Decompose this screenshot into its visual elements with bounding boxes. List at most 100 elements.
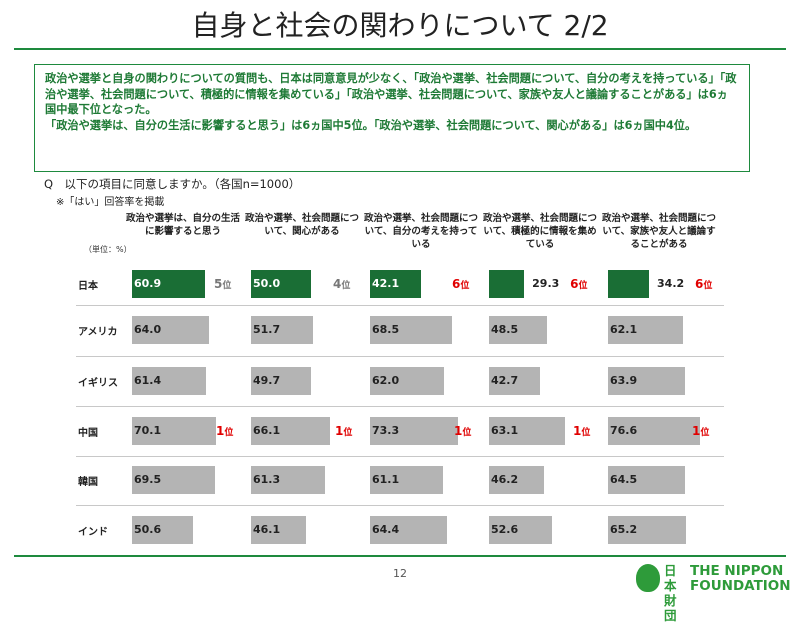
data-label: 42.1	[372, 277, 400, 290]
data-label: 50.6	[134, 523, 162, 536]
rank-label: 1位	[454, 424, 472, 438]
data-label: 66.1	[253, 424, 281, 437]
rank-label: 6位	[570, 277, 588, 291]
data-label: 65.2	[610, 523, 638, 536]
bar	[608, 417, 700, 445]
rank-label: 1位	[216, 424, 234, 438]
row-separator	[76, 505, 724, 506]
data-label: 69.5	[134, 473, 162, 486]
bar	[251, 516, 307, 544]
foundation-logo-icon	[636, 564, 660, 592]
data-label: 63.9	[610, 374, 638, 387]
bar	[251, 316, 314, 344]
bar	[370, 367, 445, 395]
rank-label: 4位	[333, 277, 351, 291]
bar	[370, 516, 448, 544]
rank-label: 6位	[452, 277, 470, 291]
country-label: インド	[78, 527, 108, 538]
bar	[489, 516, 553, 544]
rank-label: 1位	[573, 424, 591, 438]
country-label: イギリス	[78, 378, 118, 389]
data-label: 61.1	[372, 473, 400, 486]
bar	[370, 466, 444, 494]
data-label: 68.5	[372, 323, 400, 336]
title-underline	[14, 48, 786, 50]
data-label: 61.3	[253, 473, 281, 486]
rank-label: 5位	[214, 277, 232, 291]
data-label: 70.1	[134, 424, 162, 437]
country-label: 日本	[78, 281, 98, 292]
data-label: 48.5	[491, 323, 519, 336]
rank-label: 6位	[695, 277, 713, 291]
country-label: アメリカ	[78, 327, 118, 338]
data-label: 42.7	[491, 374, 519, 387]
data-label: 73.3	[372, 424, 400, 437]
country-label: 韓国	[78, 477, 98, 488]
summary-box: 政治や選挙と自身の関わりについての質問も、日本は同意意見が少なく、「政治や選挙、…	[34, 64, 750, 172]
data-label: 62.0	[372, 374, 400, 387]
column-header-3: 政治や選挙、社会問題について、自分の考えを持っている	[363, 213, 478, 250]
data-label: 62.1	[610, 323, 638, 336]
data-label: 29.3	[532, 277, 560, 290]
data-label: 61.4	[134, 374, 162, 387]
data-label: 51.7	[253, 323, 281, 336]
logo-jp-line-1: 日本	[664, 563, 677, 593]
data-label: 52.6	[491, 523, 519, 536]
bar	[608, 516, 687, 544]
column-header-2: 政治や選挙、社会問題について、関心がある	[244, 213, 359, 237]
bar	[251, 466, 325, 494]
page-number: 12	[393, 567, 407, 580]
question-text: Q 以下の項目に同意しますか。（各国n=1000）	[44, 177, 301, 191]
nippon-foundation-logo: 日本 財団 THE NIPPON FOUNDATION	[636, 562, 796, 623]
summary-line-2: 「政治や選挙は、自分の生活に影響すると思う」は6ヵ国中5位。「政治や選挙、社会問…	[45, 118, 697, 132]
row-separator	[76, 356, 724, 357]
row-separator	[76, 456, 724, 457]
bar	[132, 516, 193, 544]
bar	[132, 270, 206, 298]
data-label: 64.4	[372, 523, 400, 536]
bar	[132, 367, 206, 395]
bar	[489, 417, 565, 445]
bar	[132, 466, 216, 494]
bar	[251, 270, 311, 298]
column-header-1: 政治や選挙は、自分の生活に影響すると思う	[125, 213, 240, 237]
column-header-5: 政治や選挙、社会問題について、家族や友人と議論することがある	[601, 213, 716, 250]
bar	[251, 367, 311, 395]
bar	[370, 316, 453, 344]
logo-en-line-2: FOUNDATION	[690, 578, 791, 594]
data-label: 64.0	[134, 323, 162, 336]
bar	[608, 270, 650, 298]
data-label: 46.1	[253, 523, 281, 536]
data-label: 50.0	[253, 277, 281, 290]
country-label: 中国	[78, 428, 98, 439]
bar	[489, 316, 548, 344]
logo-jp-text: 日本 財団	[664, 563, 686, 623]
bar	[132, 316, 209, 344]
data-label: 46.2	[491, 473, 519, 486]
logo-en-line-1: THE NIPPON	[690, 563, 784, 579]
data-label: 49.7	[253, 374, 281, 387]
rank-label: 1位	[692, 424, 710, 438]
footer-rule	[14, 555, 786, 557]
column-header-4: 政治や選挙、社会問題について、積極的に情報を集めている	[482, 213, 597, 250]
row-separator	[76, 406, 724, 407]
data-label: 60.9	[134, 277, 162, 290]
data-label: 34.2	[657, 277, 685, 290]
data-label: 76.6	[610, 424, 638, 437]
note-text: ※「はい」回答率を掲載	[56, 197, 165, 208]
row-separator	[76, 305, 724, 306]
data-label: 63.1	[491, 424, 519, 437]
data-label: 64.5	[610, 473, 638, 486]
logo-jp-line-2: 財団	[664, 593, 677, 623]
bar	[608, 367, 685, 395]
unit-label: （単位：%）	[84, 245, 132, 254]
rank-label: 1位	[335, 424, 353, 438]
summary-line-1: 政治や選挙と自身の関わりについての質問も、日本は同意意見が少なく、「政治や選挙、…	[45, 72, 737, 116]
bar	[370, 270, 421, 298]
bar	[608, 466, 686, 494]
bar	[132, 417, 217, 445]
bar	[489, 367, 541, 395]
bar	[489, 466, 545, 494]
logo-en-text: THE NIPPON FOUNDATION	[690, 564, 791, 594]
bar	[608, 316, 683, 344]
